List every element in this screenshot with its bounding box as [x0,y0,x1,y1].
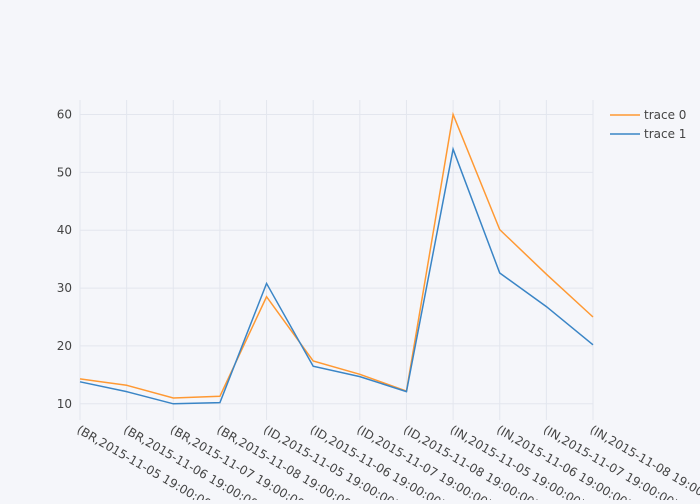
y-tick-label: 60 [57,107,72,121]
series-line-1 [80,149,593,404]
legend-label[interactable]: trace 0 [644,108,686,122]
legend[interactable]: trace 0 trace 1 [610,108,686,141]
y-tick-label: 20 [57,339,72,353]
legend-label[interactable]: trace 1 [644,127,686,141]
y-tick-label: 30 [57,281,72,295]
series-line-0 [80,114,593,398]
x-axis: (BR,2015-11-05 19:00:00)(BR,2015-11-06 1… [75,422,700,500]
y-axis: 10 20 30 40 50 60 [57,107,72,410]
series-lines [80,114,593,403]
y-tick-label: 50 [57,165,72,179]
y-tick-label: 10 [57,397,72,411]
y-tick-label: 40 [57,223,72,237]
